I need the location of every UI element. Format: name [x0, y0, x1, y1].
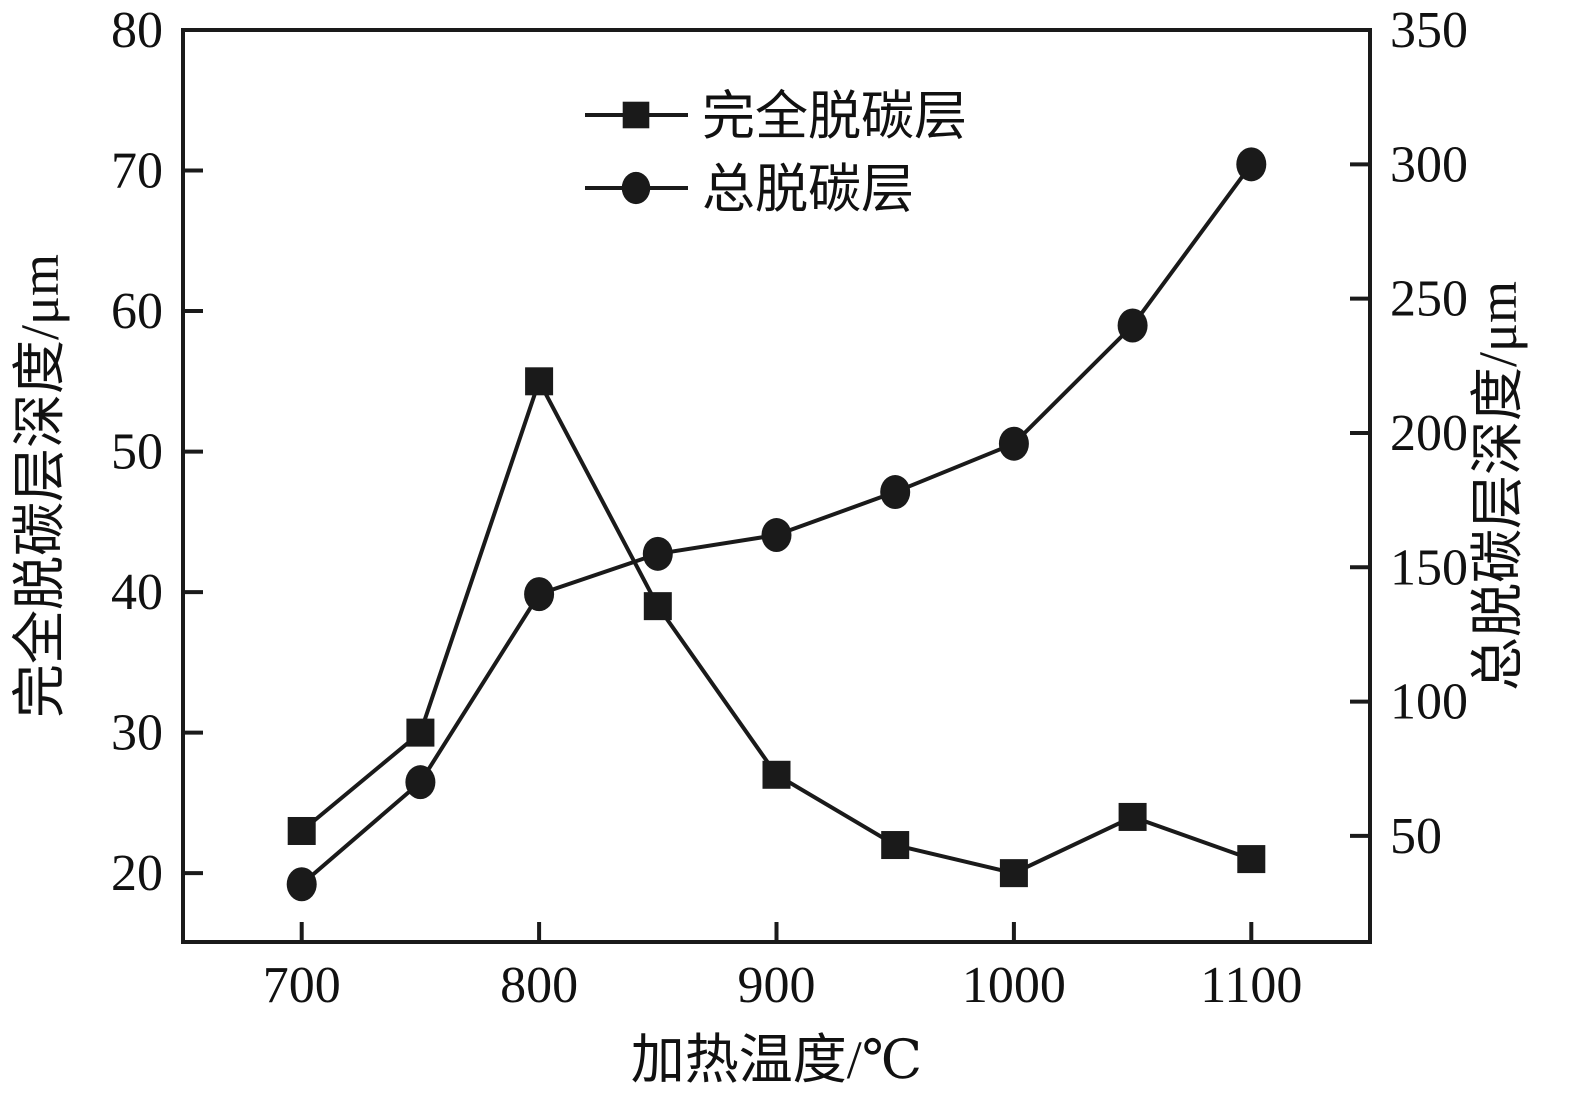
left-axis-tick-label: 20	[111, 845, 163, 902]
data-point-marker	[642, 536, 673, 571]
left-axis-tick-label: 40	[111, 564, 163, 621]
data-point-marker	[761, 518, 792, 553]
left-axis-tick-label: 50	[111, 424, 163, 481]
x-axis-tick-label: 1100	[1200, 957, 1302, 1014]
data-point-marker	[881, 831, 910, 860]
data-point-marker	[287, 816, 316, 845]
legend-marker-square-icon	[622, 101, 650, 129]
right-axis-tick-label: 250	[1390, 271, 1468, 328]
x-axis-tick-label: 700	[263, 957, 341, 1014]
legend-item: 总脱碳层	[585, 161, 914, 219]
series-complete	[287, 367, 1266, 888]
x-axis-tick-label: 900	[738, 957, 816, 1014]
legend-label: 总脱碳层	[702, 161, 914, 219]
x-axis-tick-label: 800	[500, 957, 578, 1014]
data-point-marker	[286, 867, 317, 902]
left-axis-tick-label: 30	[111, 705, 163, 762]
x-axis-title: 加热温度/℃	[631, 1030, 922, 1090]
data-point-marker	[406, 718, 435, 747]
data-point-marker	[1236, 147, 1267, 182]
data-point-marker	[762, 760, 791, 789]
data-point-marker	[1117, 308, 1148, 343]
data-point-marker	[998, 426, 1029, 461]
legend-item: 完全脱碳层	[585, 88, 967, 146]
data-point-marker	[880, 475, 911, 510]
left-axis-tick-label: 60	[111, 283, 163, 340]
right-axis-tick-label: 200	[1390, 405, 1468, 462]
data-point-marker	[999, 859, 1028, 888]
data-point-marker	[524, 577, 555, 612]
series-total	[286, 147, 1267, 902]
data-point-marker	[1237, 845, 1266, 874]
left-axis-tick-label: 70	[111, 143, 163, 200]
left-axis-tick-label: 80	[111, 2, 163, 59]
data-point-marker	[525, 367, 554, 396]
legend-marker-circle-icon	[621, 171, 651, 205]
left-axis-title: 完全脱碳层深度/μm	[10, 254, 70, 718]
legend-label: 完全脱碳层	[702, 88, 967, 146]
x-axis-tick-label: 1000	[962, 957, 1066, 1014]
right-axis-tick-label: 100	[1390, 674, 1468, 731]
right-axis-tick-label: 150	[1390, 539, 1468, 596]
data-point-marker	[1118, 802, 1147, 831]
right-axis-tick-label: 350	[1390, 2, 1468, 59]
right-axis-tick-label: 50	[1390, 808, 1442, 865]
right-axis-title: 总脱碳层深度/μm	[1468, 281, 1528, 691]
data-point-marker	[405, 765, 436, 800]
right-axis-tick-label: 300	[1390, 136, 1468, 193]
data-point-marker	[643, 592, 672, 621]
